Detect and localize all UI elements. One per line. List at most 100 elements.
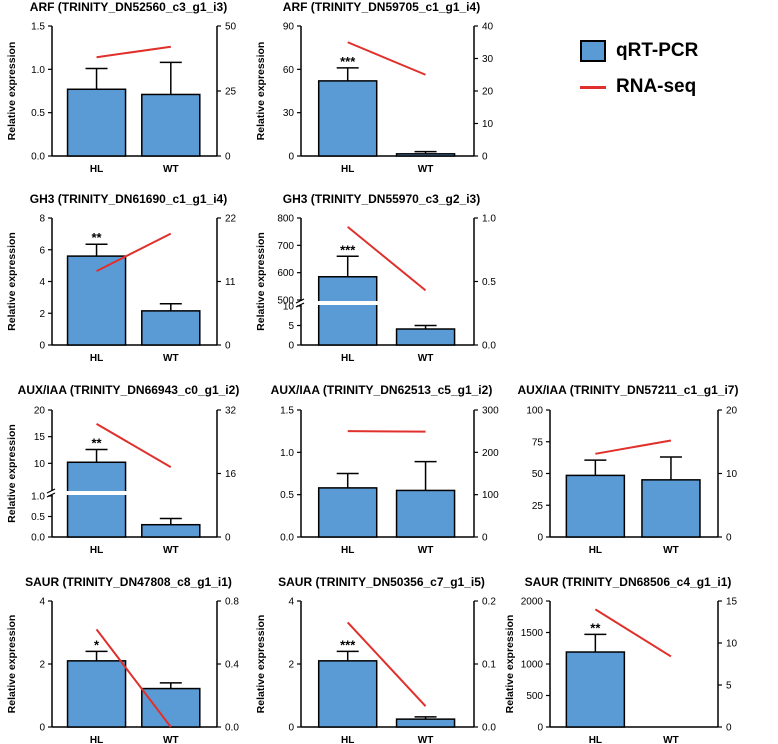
y-tick-label: 1.5 [280,406,294,417]
bar [395,489,456,538]
axis-break-gap [300,301,405,305]
bar [317,276,378,346]
y-axis-label: Relative expression [504,615,516,714]
chart-title: GH3 (TRINITY_DN61690_c1_g1_i4) [30,192,227,206]
chart-panel: AUX/IAA (TRINITY_DN57211_c1_g1_i7) 0 25 50 7… [518,383,739,556]
x-tick-label: WT [163,735,179,744]
significance-marker: ** [91,435,102,450]
y2-tick-label: 32 [225,406,237,417]
chart-panel: SAUR (TRINITY_DN50356_c7_g1_i5) 0 2 4 0.0 0.1… [255,575,496,744]
significance-marker: * [94,637,100,652]
y2-tick-label: 5 [726,681,732,692]
y2-tick-label: 0.2 [482,597,496,608]
y-tick-label: 1500 [521,628,544,639]
bar [66,461,127,538]
chart-title: AUX/IAA (TRINITY_DN62513_c5_g1_i2) [271,383,493,397]
chart-title: GH3 (TRINITY_DN55970_c3_g2_i3) [283,192,480,206]
y2-tick-label: 50 [225,22,237,33]
y2-tick-label: 0.1 [482,660,496,671]
y2-tick-label: 0.8 [225,597,239,608]
rna-seq-line [594,608,672,658]
x-tick-label: HL [90,545,103,556]
chart-panel: ARF (TRINITY_DN52560_c3_g1_i3) 0.0 0.5 1.0 1… [6,0,237,175]
y-tick-label: 60 [283,65,295,76]
y2-tick-label: 22 [225,214,237,225]
axis-break-mark [295,298,305,304]
y2-tick-label: 0 [482,533,488,544]
y-tick-label: 2000 [521,597,544,608]
y-tick-label: 2 [288,660,294,671]
y2-tick-label: 0.0 [482,341,496,352]
chart-title: SAUR (TRINITY_DN47808_c8_g1_i1) [25,575,232,589]
y2-tick-label: 0 [726,723,732,734]
y-tick-label: 1.5 [31,22,45,33]
bar [317,487,378,538]
y-tick-label: 0.5 [31,512,45,523]
bar [565,651,626,728]
legend-item-rna-seq: RNA-seq [580,74,696,100]
chart-legend: qRT-PCR RNA-seq [580,36,770,106]
chart-panel: SAUR (TRINITY_DN47808_c8_g1_i1) 0 2 4 0.0 0.4… [6,575,239,744]
legend-item-qrt-pcr: qRT-PCR [580,38,698,64]
rna-seq-line [347,41,426,76]
y-tick-label: 25 [532,501,544,512]
y-axis-label: Relative expression [6,424,18,523]
y-tick-label: 10 [283,302,295,313]
chart-title: AUX/IAA (TRINITY_DN57211_c1_g1_i7) [518,383,739,397]
bar [66,660,127,728]
legend-label-qrt-pcr: qRT-PCR [616,40,699,61]
chart-title: SAUR (TRINITY_DN50356_c7_g1_i5) [278,575,485,589]
x-tick-label: HL [90,164,103,175]
x-tick-label: WT [418,353,434,364]
x-tick-label: WT [418,545,434,556]
y-tick-label: 1000 [521,660,544,671]
y-tick-label: 5 [288,321,294,332]
y2-tick-label: 0.0 [225,723,239,734]
x-tick-label: HL [589,735,602,744]
y-tick-label: 0 [288,723,294,734]
x-tick-label: HL [341,735,354,744]
y-tick-label: 1.0 [31,492,45,503]
bar [641,479,701,538]
rna-seq-line [347,226,427,292]
bar [141,523,201,538]
bar [317,660,378,728]
rna-seq-line [96,45,171,59]
y-tick-label: 2 [39,660,45,671]
y2-tick-label: 0.0 [482,723,496,734]
bar [141,310,201,346]
y2-tick-label: 40 [482,22,494,33]
y2-tick-label: 20 [726,406,738,417]
rna-seq-line [595,439,672,455]
x-tick-label: WT [163,164,179,175]
y-tick-label: 4 [39,597,45,608]
y2-tick-label: 0.4 [225,660,239,671]
y2-tick-label: 0 [225,533,231,544]
y-tick-label: 10 [34,459,46,470]
y-tick-label: 50 [532,469,544,480]
x-tick-label: WT [418,735,434,744]
significance-marker: *** [340,54,356,69]
x-tick-label: WT [163,353,179,364]
bar [395,328,456,346]
y-axis-label: Relative expression [6,232,18,331]
y-tick-label: 600 [277,268,294,279]
x-tick-label: HL [90,353,103,364]
y2-tick-label: 0 [482,152,488,163]
chart-title: ARF (TRINITY_DN59705_c1_g1_i4) [283,0,480,14]
y2-tick-label: 0.5 [482,277,496,288]
y2-tick-label: 10 [726,469,738,480]
chart-panel: SAUR (TRINITY_DN68506_c4_g1_i1) 0 500 1000 1… [504,575,738,744]
y-tick-label: 1.0 [280,448,294,459]
y2-tick-label: 30 [482,54,494,65]
chart-panel: AUX/IAA (TRINITY_DN66943_c0_g1_i2) 0.0 0.5… [6,383,239,556]
rna-seq-line [95,628,172,728]
y2-tick-label: 16 [225,469,237,480]
y-tick-label: 4 [39,277,45,288]
y-axis-label: Relative expression [6,42,18,141]
chart-panel: ARF (TRINITY_DN59705_c1_g1_i4) 0 30 60 90 0 10… [255,0,494,175]
y-tick-label: 500 [526,691,543,702]
y2-tick-label: 300 [482,406,499,417]
y-axis-label: Relative expression [255,232,267,331]
x-tick-label: HL [341,545,354,556]
